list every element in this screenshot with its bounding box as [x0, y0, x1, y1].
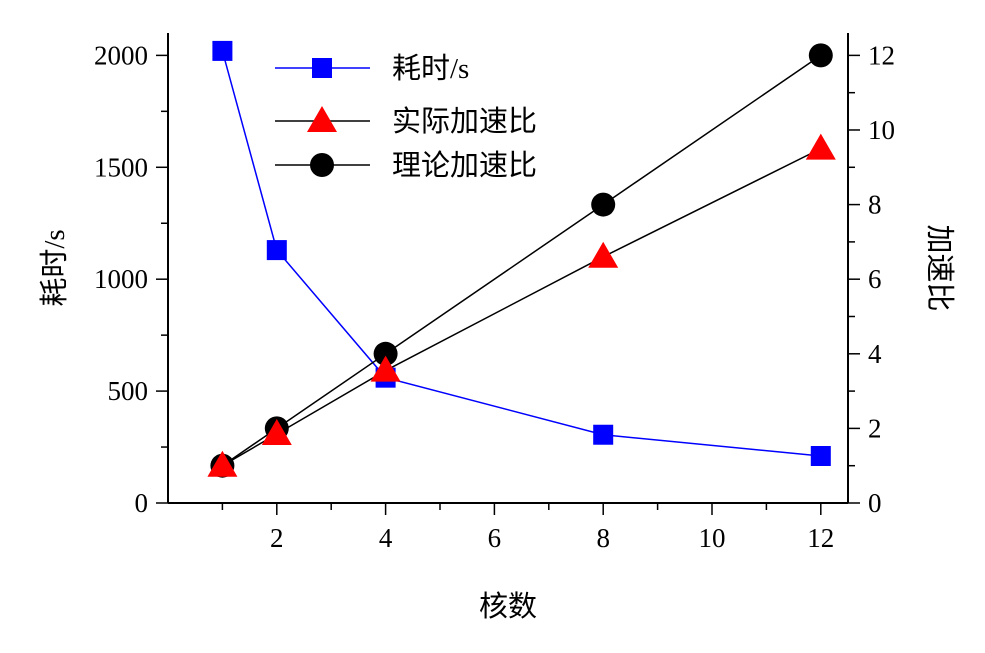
series-line-1	[222, 147, 822, 467]
data-point	[810, 446, 831, 466]
y-left-tick-label: 1500	[94, 152, 148, 182]
y-right-tick-label: 8	[868, 190, 882, 220]
y-left-tick-label: 500	[108, 376, 149, 406]
data-point	[373, 341, 398, 366]
y-left-tick-label: 0	[135, 488, 149, 518]
y-right-tick-label: 4	[868, 339, 882, 369]
data-point	[593, 424, 614, 445]
x-tick-label: 10	[699, 523, 726, 553]
y-axis-left-title: 耗时/s	[38, 229, 71, 306]
data-point	[266, 240, 287, 261]
legend-label: 理论加速比	[392, 149, 537, 182]
data-point	[207, 450, 238, 477]
data-point	[588, 241, 619, 268]
legend-label: 实际加速比	[392, 105, 537, 138]
series-markers	[207, 40, 836, 478]
x-tick-label: 6	[488, 523, 502, 553]
data-point	[808, 43, 833, 68]
y-right-tick-label: 10	[868, 115, 895, 145]
y-right-tick-label: 0	[868, 488, 882, 518]
data-point	[805, 133, 836, 160]
axes: 2 4 6 8 10 12 0 500 1000 1500 2000 0 2 4 6 8 10 12	[94, 33, 895, 553]
y-left-tick-label: 1000	[94, 264, 148, 294]
data-point	[591, 192, 616, 217]
data-point	[261, 418, 292, 445]
y-right-tick-label: 12	[868, 40, 895, 70]
y-left-tick-label: 2000	[94, 40, 148, 70]
legend-marker	[310, 153, 334, 177]
legend-marker	[307, 106, 337, 132]
x-tick-label: 12	[807, 523, 834, 553]
data-point	[212, 40, 233, 61]
data-point	[370, 355, 401, 382]
x-tick-label: 4	[379, 523, 393, 553]
legend-label: 耗时/s	[392, 52, 469, 85]
x-tick-label: 2	[270, 523, 284, 553]
y-right-tick-label: 2	[868, 413, 882, 443]
x-axis-title: 核数	[479, 590, 537, 623]
y-right-tick-label: 6	[868, 264, 882, 294]
x-tick-label: 8	[596, 523, 610, 553]
legend-marker	[312, 58, 332, 78]
y-axis-right-title: 加速比	[923, 224, 956, 311]
